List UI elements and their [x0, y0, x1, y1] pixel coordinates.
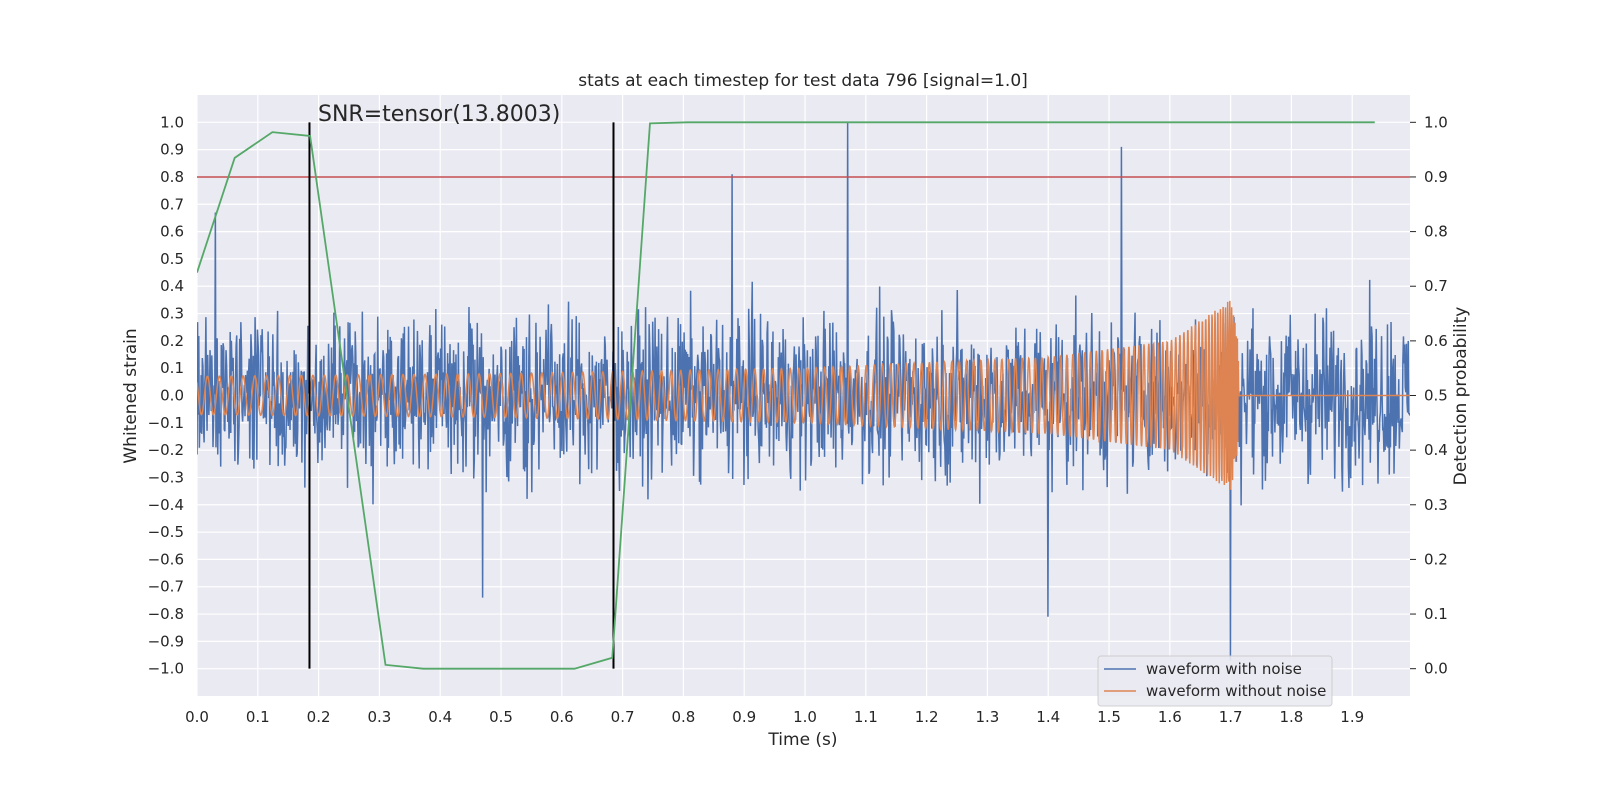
y-tick-label: 0.8 — [160, 168, 184, 186]
y2-tick-label: 0.0 — [1424, 660, 1448, 678]
y-tick-label: −0.8 — [148, 605, 184, 623]
legend-label-clean: waveform without noise — [1146, 682, 1326, 700]
y-tick-label: 0.2 — [160, 332, 184, 350]
legend: waveform with noise waveform without noi… — [1097, 655, 1333, 707]
x-tick-label: 1.7 — [1219, 708, 1243, 726]
legend-box — [1097, 655, 1333, 707]
x-tick-label: 1.4 — [1036, 708, 1060, 726]
x-tick-label: 1.0 — [793, 708, 817, 726]
y-tick-label: −0.2 — [148, 441, 184, 459]
y-tick-label: −0.5 — [148, 523, 184, 541]
y2-tick-label: 1.0 — [1424, 113, 1448, 131]
y-tick-label: 0.5 — [160, 250, 184, 268]
clean-waveform-line — [197, 300, 1410, 490]
x-tick-label: 0.6 — [550, 708, 574, 726]
y2-tick-label: 0.8 — [1424, 223, 1448, 241]
y2-axis-label: Detection probability — [1451, 307, 1471, 486]
y-tick-label: 1.0 — [160, 113, 184, 131]
x-axis-label: Time (s) — [767, 730, 837, 750]
x-tick-label: 0.0 — [185, 708, 209, 726]
x-tick-label: 1.3 — [975, 708, 999, 726]
y2-tick-label: 0.1 — [1424, 605, 1448, 623]
y-axis-label: Whitened strain — [121, 328, 141, 463]
x-tick-label: 0.8 — [671, 708, 695, 726]
y2-tick-label: 0.9 — [1424, 168, 1448, 186]
x-tick-label: 1.6 — [1158, 708, 1182, 726]
y-tick-label: −0.4 — [148, 496, 184, 514]
x-tick-label: 0.7 — [611, 708, 635, 726]
x-tick-label: 1.1 — [854, 708, 878, 726]
y-tick-label: −0.6 — [148, 550, 184, 568]
y-tick-label: −0.9 — [148, 632, 184, 650]
y-tick-label: 0.6 — [160, 223, 184, 241]
x-tick-label: 1.9 — [1340, 708, 1364, 726]
chart-title: stats at each timestep for test data 796… — [578, 71, 1028, 91]
x-tick-label: 1.2 — [915, 708, 939, 726]
detection-probability-line — [197, 121, 1375, 670]
y2-tick-label: 0.2 — [1424, 550, 1448, 568]
y2-tick-label: 0.3 — [1424, 496, 1448, 514]
y2-tick-label: 0.7 — [1424, 277, 1448, 295]
y-tick-label: 0.9 — [160, 141, 184, 159]
y-tick-label: −1.0 — [148, 660, 184, 678]
x-tick-label: 1.8 — [1280, 708, 1304, 726]
x-tick-label: 0.3 — [367, 708, 391, 726]
y-tick-label: −0.7 — [148, 578, 184, 596]
y-tick-label: 0.1 — [160, 359, 184, 377]
y-tick-label: 0.7 — [160, 195, 184, 213]
x-tick-label: 0.5 — [489, 708, 513, 726]
y2-tick-label: 0.5 — [1424, 387, 1448, 405]
y-tick-label: 0.0 — [160, 387, 184, 405]
x-tick-label: 0.4 — [428, 708, 452, 726]
y-tick-label: 0.4 — [160, 277, 184, 295]
snr-annotation: SNR=tensor(13.8003) — [318, 102, 560, 127]
x-tick-label: 1.5 — [1097, 708, 1121, 726]
y2-tick-label: 0.4 — [1424, 441, 1448, 459]
x-tick-label: 0.2 — [307, 708, 331, 726]
ticks: 0.0 0.1 0.2 0.3 0.4 0.5 0.6 0.7 0.8 0.9 1.0 1.1 1.2 1… — [148, 113, 1448, 726]
y2-tick-label: 0.6 — [1424, 332, 1448, 350]
y-tick-label: 0.3 — [160, 305, 184, 323]
y-tick-label: −0.3 — [148, 468, 184, 486]
x-tick-label: 0.9 — [732, 708, 756, 726]
x-tick-label: 0.1 — [246, 708, 270, 726]
y-tick-label: −0.1 — [148, 414, 184, 432]
legend-label-noise: waveform with noise — [1146, 660, 1302, 678]
